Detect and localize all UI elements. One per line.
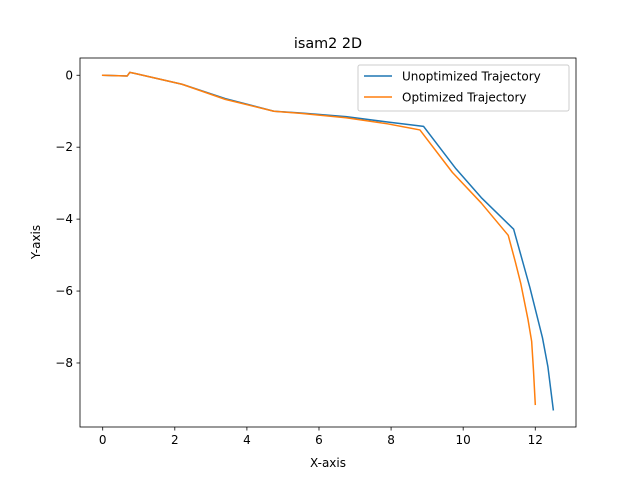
legend: Unoptimized Trajectory Optimized Trajecto…	[357, 64, 570, 112]
x-tick-label: 10	[456, 433, 471, 447]
legend-label-1: Optimized Trajectory	[402, 91, 527, 105]
x-tick-label: 4	[243, 433, 251, 447]
chart-title: isam2 2D	[294, 36, 362, 52]
y-tick-label: −8	[55, 356, 73, 370]
x-tick-label: 8	[387, 433, 395, 447]
axes-frame	[79, 57, 577, 428]
y-tick-label: −6	[55, 284, 73, 298]
x-tick-label: 6	[315, 433, 323, 447]
x-axis-label: X-axis	[310, 456, 346, 470]
x-tick-label: 12	[528, 433, 543, 447]
y-tick-label: 0	[65, 68, 73, 82]
y-tick-label: −4	[55, 212, 73, 226]
legend-box	[357, 64, 570, 112]
series-line-1	[101, 71, 537, 406]
plot-area: 0 2 4 6 8 10 12 0 −2 −4 −6 −8 Unoptimized Trajectory…	[55, 57, 577, 447]
y-axis-label: Y-axis	[29, 225, 43, 260]
y-tick-label: −2	[55, 140, 73, 154]
x-tick-label: 2	[171, 433, 179, 447]
legend-label-0: Unoptimized Trajectory	[402, 70, 541, 84]
x-tick-label: 0	[99, 433, 107, 447]
